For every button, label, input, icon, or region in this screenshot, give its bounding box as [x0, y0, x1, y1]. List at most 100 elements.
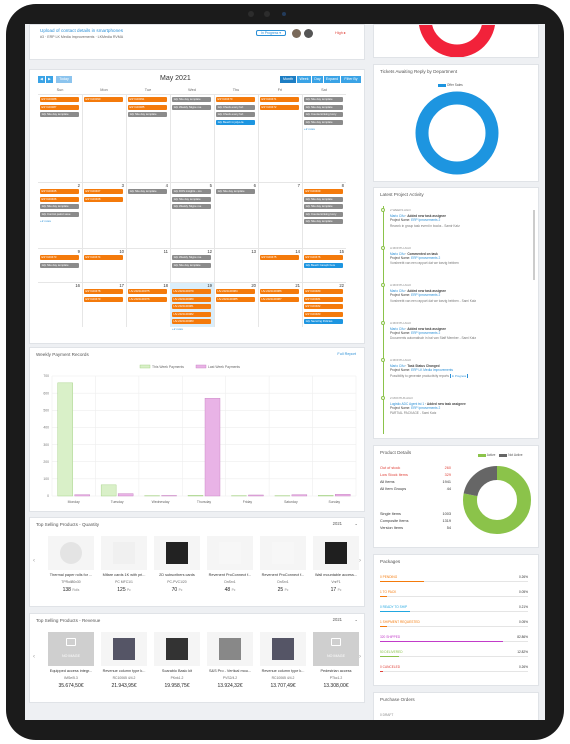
- product-item[interactable]: Revenent ProConnect f... DnSrv1 48 Pc: [203, 536, 257, 596]
- calendar-event[interactable]: ESY100468: [84, 196, 123, 202]
- calendar-event[interactable]: 12p Site day template: [304, 104, 343, 110]
- next-month-button[interactable]: ▶: [46, 76, 53, 83]
- activity-user-link[interactable]: Mario Cifu: [390, 251, 405, 256]
- calendar-event[interactable]: 12p DOS insights - ros: [172, 189, 211, 194]
- carousel-prev-icon[interactable]: ‹: [33, 558, 35, 564]
- view-button-month[interactable]: Month: [280, 76, 296, 83]
- calendar-event[interactable]: ESY100466: [40, 196, 79, 202]
- calendar-event[interactable]: 12p Weekly Skype me: [172, 255, 211, 260]
- calendar-event[interactable]: HV-2021100081: [172, 304, 211, 309]
- calendar-event[interactable]: ESY100085: [128, 104, 167, 110]
- prev-month-button[interactable]: ◀: [38, 76, 45, 83]
- task-title[interactable]: Upload of contact details in smartphones: [40, 28, 123, 33]
- calendar-event[interactable]: 12p Site day template: [40, 204, 79, 209]
- carousel-prev-icon[interactable]: ‹: [33, 654, 35, 660]
- chevron-down-icon[interactable]: ⌄: [354, 617, 358, 622]
- product-item[interactable]: Revenent ProConnect f... DnSrv1 25 Pc: [256, 536, 310, 596]
- calendar-event[interactable]: ESY100476: [304, 255, 343, 260]
- calendar-event[interactable]: HV-2021100080: [172, 296, 211, 302]
- calendar-event[interactable]: 12p Securing Policies: [304, 319, 343, 324]
- calendar-event[interactable]: ESY100091: [128, 97, 167, 102]
- calendar-event[interactable]: HV-2021100086: [260, 289, 299, 294]
- view-button-filter-by[interactable]: Filter By: [341, 76, 361, 83]
- activity-project-link[interactable]: ERP Ipmovements 2: [411, 330, 441, 335]
- calendar-event[interactable]: ESY100469: [304, 189, 343, 194]
- product-item[interactable]: Revenue column type k... RC10065 4/4.2 21.…: [97, 632, 151, 692]
- full-report-link[interactable]: Full Report: [337, 352, 356, 356]
- product-item[interactable]: Wall mountable access... VnrF1 17 Pc: [309, 536, 363, 596]
- calendar-event[interactable]: 12p Weekly Skype me: [172, 204, 211, 209]
- calendar-event[interactable]: ESY100472: [260, 104, 299, 110]
- calendar-event[interactable]: HV-2021100082: [172, 311, 211, 317]
- calendar-event[interactable]: ESY100481: [304, 296, 343, 302]
- calendar-event[interactable]: 12p Site day template: [304, 196, 343, 202]
- activity-project-link[interactable]: ERP Ipmovements 2: [411, 255, 441, 260]
- calendar-event[interactable]: HV-2021100079: [172, 289, 211, 294]
- today-button[interactable]: Today: [56, 76, 72, 83]
- calendar-event[interactable]: ESY100475: [260, 255, 299, 260]
- more-events-link[interactable]: +2 more: [40, 219, 52, 223]
- calendar-event[interactable]: 12p Site day template: [304, 219, 343, 224]
- calendar-event[interactable]: 12p Check every fort: [216, 104, 255, 110]
- calendar-event[interactable]: 12p Check every fort: [216, 112, 255, 117]
- calendar-event[interactable]: 12p Site day template: [128, 189, 167, 194]
- calendar-event[interactable]: HV-2021100084: [216, 289, 255, 294]
- calendar-event[interactable]: 12p Site day template: [172, 97, 211, 102]
- calendar-event[interactable]: ESY100483: [304, 311, 343, 317]
- calendar-event[interactable]: HV-2021100085: [216, 296, 255, 302]
- calendar-event[interactable]: 12p Site day template: [216, 189, 255, 194]
- activity-user-link[interactable]: Mario Cifu: [390, 364, 405, 368]
- calendar-event[interactable]: ESY100470: [216, 97, 255, 102]
- product-item[interactable]: 2D subscribers cards PC-PVC1/20 70 Pc: [150, 536, 204, 596]
- view-button-day[interactable]: Day: [312, 76, 323, 83]
- calendar-event[interactable]: ESY100087: [40, 104, 79, 110]
- calendar-event[interactable]: 12p Site day template: [128, 112, 167, 117]
- calendar-event[interactable]: 12p Control patrol save: [40, 211, 79, 217]
- calendar-event[interactable]: ESY100473: [40, 255, 79, 260]
- calendar-event[interactable]: HV-2021100075: [128, 289, 167, 294]
- calendar-event[interactable]: 12p Beach Caraph here: [304, 262, 343, 268]
- activity-project-link[interactable]: ERP Ipmovements 2: [411, 405, 441, 410]
- product-item[interactable]: Revenue column type k... RC10065 4/4.2 13.…: [256, 632, 310, 692]
- calendar-event[interactable]: 12p Countersinking Ivory: [304, 211, 343, 217]
- calendar-event[interactable]: 12p Site day template: [172, 262, 211, 268]
- calendar-event[interactable]: ESY100482: [304, 304, 343, 309]
- carousel-next-icon[interactable]: ›: [359, 558, 361, 564]
- calendar-event[interactable]: 12p Site day template: [40, 262, 79, 268]
- calendar-event[interactable]: 12p Countersinking Ivory: [304, 112, 343, 117]
- view-button-week[interactable]: Week: [297, 76, 311, 83]
- calendar-event[interactable]: 12p Site day template: [304, 97, 343, 102]
- activity-project-link[interactable]: ERP Ipmovements 2: [411, 293, 441, 297]
- calendar-event[interactable]: ESY100465: [40, 189, 79, 194]
- product-item[interactable]: NO IMAGE Pedestrian access PTkc1.2 13.308,0…: [309, 632, 363, 692]
- quantity-year-select[interactable]: 2021: [332, 521, 342, 526]
- calendar-event[interactable]: 12p Site day template: [304, 119, 343, 125]
- calendar-event[interactable]: ESY100090: [84, 97, 123, 102]
- activity-project-link[interactable]: ERP Ipmovements 2: [411, 218, 441, 222]
- product-item[interactable]: Mifare cards 1K with pri... PC MFC1/1 125 …: [97, 536, 151, 596]
- product-item[interactable]: Scarablo Basic kit PKnk1.2 19.958,75€: [150, 632, 204, 692]
- chevron-down-icon[interactable]: ⌄: [354, 521, 358, 526]
- calendar-event[interactable]: ESY100474: [84, 255, 123, 260]
- activity-user-link[interactable]: Logistic ADC Agent tst 1: [390, 401, 425, 406]
- calendar-event[interactable]: ESY100479: [84, 296, 123, 302]
- calendar-event[interactable]: 12p Site day template: [304, 204, 343, 209]
- calendar-event[interactable]: ESY100088: [40, 97, 79, 102]
- task-status-dropdown[interactable]: In Progress ▾: [256, 30, 286, 36]
- calendar-event[interactable]: 12p Site day template: [40, 112, 79, 117]
- activity-user-link[interactable]: Mario Cifu: [390, 214, 405, 218]
- more-events-link[interactable]: +2 more: [304, 127, 316, 131]
- product-item[interactable]: Thermal paper rolls for ... TPRoll80x30 13…: [44, 536, 98, 596]
- revenue-year-select[interactable]: 2021: [332, 617, 342, 622]
- calendar-event[interactable]: 12p Site day template: [172, 196, 211, 202]
- calendar-event[interactable]: ESY100478: [84, 289, 123, 294]
- product-item[interactable]: NO IMAGE Equipped access integr... IMSe/5.…: [44, 632, 98, 692]
- carousel-next-icon[interactable]: ›: [359, 654, 361, 660]
- product-item[interactable]: S&S Pro - Vertical mou... PVS2/4.2 13.924,…: [203, 632, 257, 692]
- activity-user-link[interactable]: Mario Cifu: [390, 326, 405, 331]
- calendar-event[interactable]: ESY100471: [260, 97, 299, 102]
- calendar-event[interactable]: HV-2021100083: [172, 319, 211, 324]
- calendar-event[interactable]: 12p Weekly Skype me: [172, 104, 211, 110]
- more-events-link[interactable]: +2 more: [172, 326, 184, 331]
- view-button-expand[interactable]: Expand: [324, 76, 340, 83]
